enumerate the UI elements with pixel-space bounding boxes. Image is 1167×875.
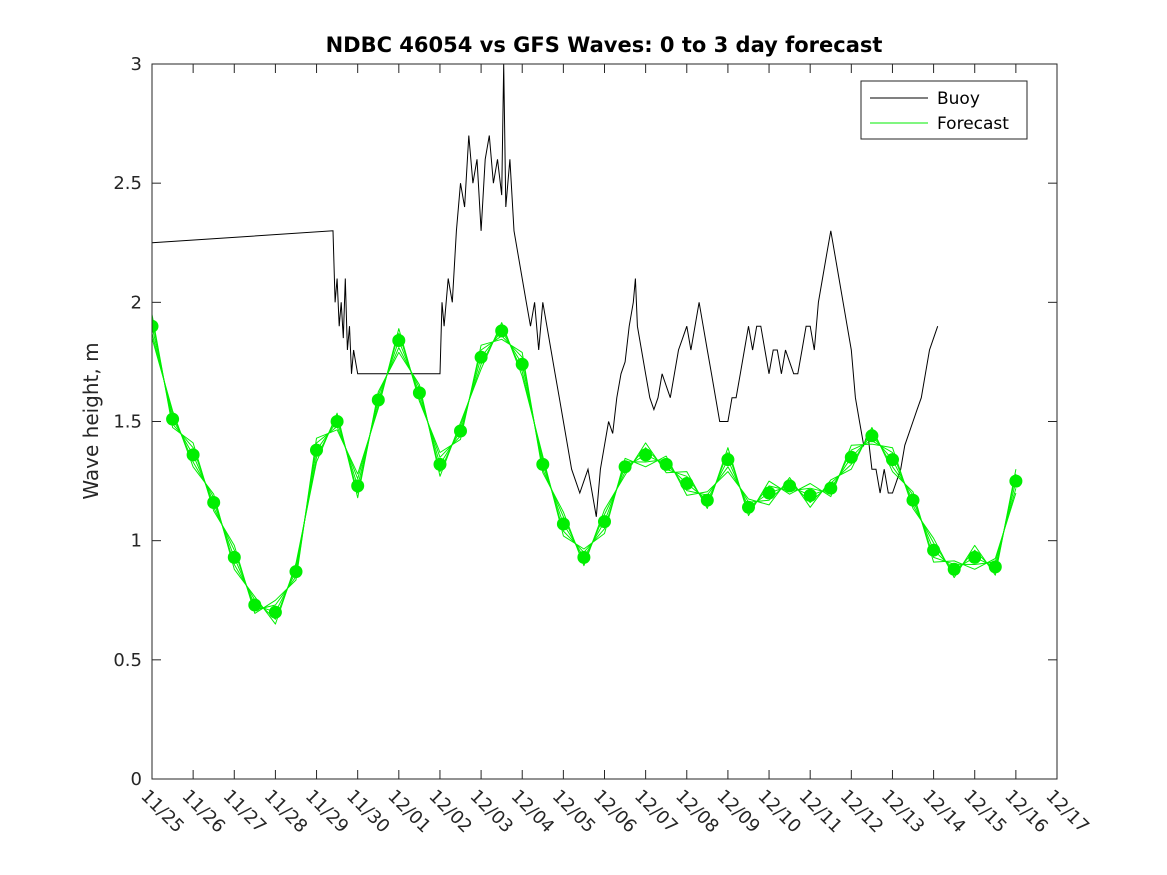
- forecast-marker: [887, 454, 899, 466]
- forecast-marker: [578, 551, 590, 563]
- forecast-marker: [845, 451, 857, 463]
- legend: Buoy Forecast: [861, 81, 1027, 139]
- forecast-marker: [557, 518, 569, 530]
- y-tick-label: 0.5: [113, 650, 142, 671]
- chart-title: NDBC 46054 vs GFS Waves: 0 to 3 day fore…: [326, 33, 883, 57]
- y-tick-label: 2: [131, 292, 142, 313]
- forecast-marker: [701, 494, 713, 506]
- forecast-marker: [599, 516, 611, 528]
- forecast-marker: [228, 551, 240, 563]
- plot-area: [152, 64, 1057, 779]
- forecast-marker: [167, 413, 179, 425]
- forecast-marker: [784, 480, 796, 492]
- forecast-marker: [475, 351, 487, 363]
- chart: 00.511.522.53 11/2511/2611/2711/2811/291…: [0, 0, 1167, 875]
- forecast-marker: [681, 478, 693, 490]
- forecast-marker: [537, 458, 549, 470]
- forecast-marker: [413, 387, 425, 399]
- forecast-marker: [269, 606, 281, 618]
- forecast-marker: [496, 325, 508, 337]
- forecast-marker: [948, 563, 960, 575]
- forecast-marker: [249, 599, 261, 611]
- forecast-marker: [660, 458, 672, 470]
- forecast-marker: [989, 561, 1001, 573]
- forecast-marker: [866, 430, 878, 442]
- y-axis-label: Wave height, m: [79, 342, 103, 499]
- y-tick-label: 0: [131, 769, 142, 790]
- forecast-marker: [311, 444, 323, 456]
- forecast-marker: [640, 449, 652, 461]
- forecast-marker: [372, 394, 384, 406]
- forecast-marker: [187, 449, 199, 461]
- forecast-marker: [455, 425, 467, 437]
- forecast-marker: [352, 480, 364, 492]
- forecast-marker: [825, 482, 837, 494]
- forecast-marker: [763, 487, 775, 499]
- forecast-marker: [331, 416, 343, 428]
- forecast-marker: [619, 461, 631, 473]
- forecast-marker: [208, 497, 220, 509]
- forecast-marker: [722, 454, 734, 466]
- forecast-marker: [743, 501, 755, 513]
- y-tick-label: 1: [131, 531, 142, 552]
- forecast-marker: [804, 489, 816, 501]
- legend-forecast-label: Forecast: [937, 114, 1009, 134]
- forecast-marker: [907, 494, 919, 506]
- forecast-marker: [393, 335, 405, 347]
- forecast-marker: [434, 458, 446, 470]
- forecast-marker: [969, 551, 981, 563]
- forecast-marker: [1010, 475, 1022, 487]
- forecast-marker: [516, 358, 528, 370]
- forecast-marker: [928, 544, 940, 556]
- forecast-marker: [290, 566, 302, 578]
- legend-buoy-label: Buoy: [937, 89, 980, 109]
- y-tick-label: 1.5: [113, 412, 142, 433]
- y-tick-label: 3: [131, 54, 142, 75]
- y-tick-label: 2.5: [113, 173, 142, 194]
